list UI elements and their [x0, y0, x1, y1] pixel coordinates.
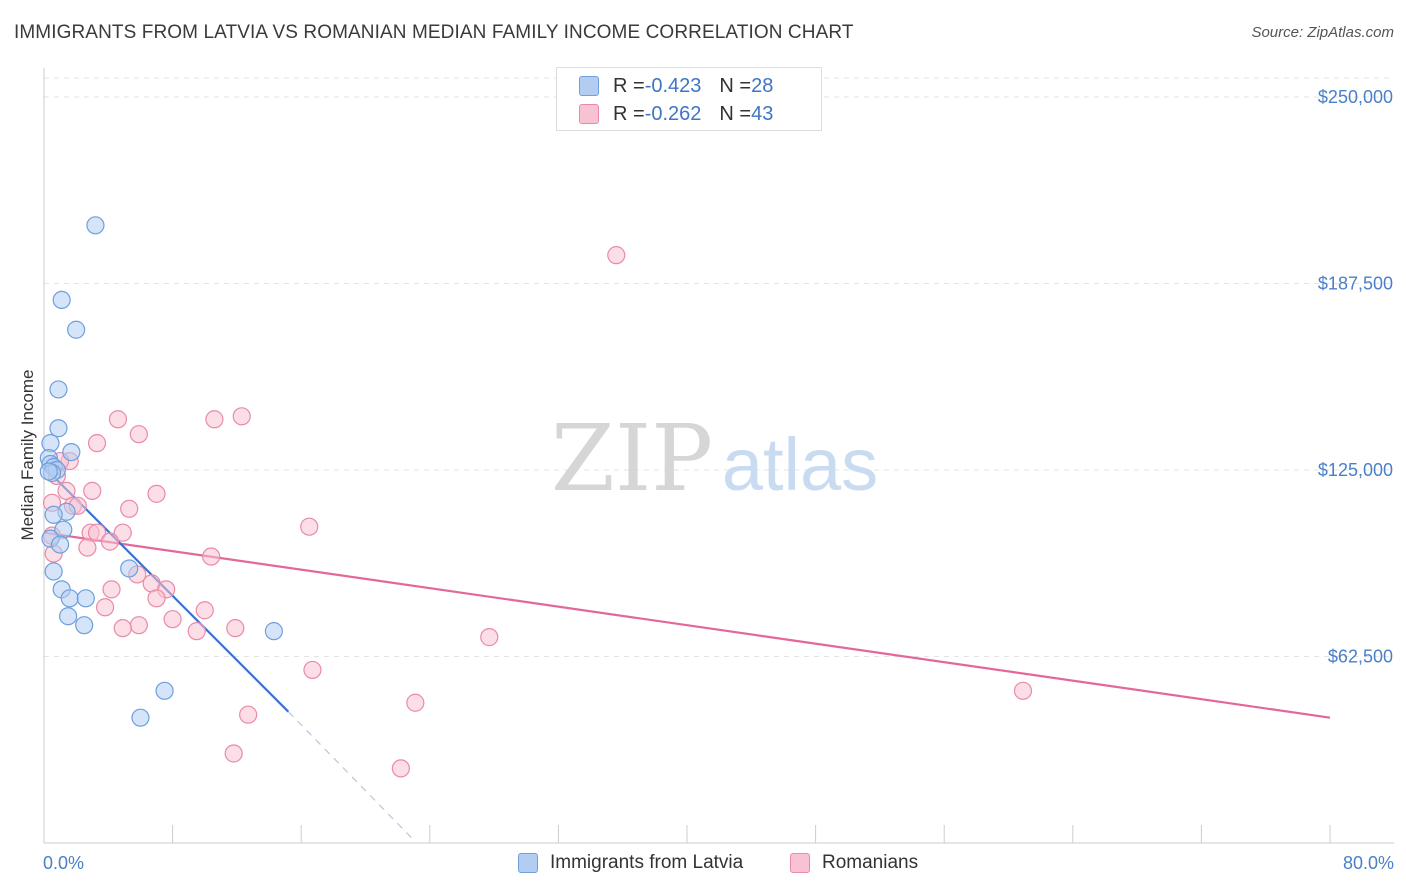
- data-point-romanians: [102, 580, 121, 599]
- series-swatch-latvia: [518, 853, 538, 873]
- data-point-romanians: [232, 407, 251, 426]
- data-point-romanians: [202, 547, 221, 566]
- data-point-latvia: [44, 505, 63, 524]
- trend-line-romanians: [43, 531, 1331, 719]
- data-point-romanians: [300, 517, 319, 536]
- data-point-romanians: [147, 589, 166, 608]
- data-point-latvia: [67, 320, 86, 339]
- data-point-romanians: [391, 759, 410, 778]
- data-point-romanians: [480, 628, 499, 647]
- series-label-latvia: Immigrants from Latvia: [550, 852, 744, 873]
- legend-n-label: N =: [719, 102, 752, 125]
- legend-n-label: N =: [719, 74, 752, 97]
- legend-r-value: -0.423: [644, 74, 702, 97]
- data-point-romanians: [1013, 681, 1033, 700]
- data-point-latvia: [75, 616, 94, 635]
- data-point-romanians: [187, 622, 206, 641]
- watermark-atlas: atlas: [722, 423, 878, 506]
- tick-labels: $62,500 $125,000 $187,500 $250,000 0.0% 80.0%: [43, 87, 1394, 873]
- series-legend: Immigrants from Latvia Romanians: [0, 852, 1406, 878]
- y-tick-label: $250,000: [1318, 87, 1393, 107]
- data-point-romanians: [239, 705, 258, 724]
- data-point-latvia: [86, 216, 105, 235]
- trend-lines: [43, 466, 1331, 841]
- data-point-latvia: [120, 559, 139, 578]
- data-point-latvia: [155, 681, 174, 700]
- data-point-latvia: [49, 419, 68, 438]
- data-point-latvia: [44, 562, 63, 581]
- legend-swatch-romanians: [579, 104, 599, 124]
- data-point-romanians: [87, 523, 107, 542]
- x-tick-label: 80.0%: [1343, 853, 1394, 873]
- y-tick-label: $62,500: [1328, 647, 1393, 667]
- legend-r-value: -0.262: [644, 102, 702, 125]
- series-legend-romanians[interactable]: Romanians: [790, 852, 918, 874]
- data-point-romanians: [163, 610, 182, 629]
- legend-r-label: R =: [613, 74, 645, 97]
- data-points: [39, 216, 1033, 778]
- legend-row-latvia: R = -0.423 N = 28: [579, 74, 773, 98]
- trend-line-latvia-extension: [287, 711, 415, 841]
- data-point-romanians: [113, 619, 132, 638]
- data-point-romanians: [147, 484, 166, 503]
- data-point-latvia: [62, 442, 81, 462]
- x-tick-label: 0.0%: [43, 853, 84, 873]
- correlation-legend: R = -0.423 N = 28 R = -0.262 N = 43: [556, 67, 822, 131]
- watermark-zip: ZIP: [551, 405, 713, 512]
- legend-n-value: 43: [751, 102, 774, 125]
- data-point-latvia: [76, 589, 95, 608]
- data-point-romanians: [113, 523, 132, 542]
- data-point-romanians: [607, 246, 626, 265]
- data-point-latvia: [39, 462, 58, 481]
- series-swatch-romanians: [790, 853, 810, 873]
- source-label: Source: ZipAtlas.com: [1251, 24, 1394, 41]
- data-point-romanians: [226, 619, 245, 638]
- data-point-romanians: [87, 434, 107, 453]
- data-point-romanians: [95, 598, 115, 617]
- data-point-romanians: [224, 744, 243, 763]
- legend-n-value: 28: [751, 74, 774, 97]
- data-point-romanians: [83, 481, 102, 500]
- data-point-latvia: [60, 589, 79, 608]
- data-point-romanians: [129, 425, 148, 444]
- data-point-latvia: [52, 290, 71, 310]
- y-tick-label: $125,000: [1318, 460, 1393, 480]
- grid-lines: [44, 77, 1394, 657]
- data-point-latvia: [41, 434, 60, 453]
- data-point-romanians: [205, 410, 224, 429]
- data-point-romanians: [108, 410, 128, 429]
- data-point-latvia: [49, 380, 68, 399]
- legend-swatch-latvia: [579, 76, 599, 96]
- data-point-romanians: [195, 601, 214, 620]
- data-point-romanians: [78, 538, 97, 557]
- data-point-latvia: [131, 708, 150, 727]
- legend-row-romanians: R = -0.262 N = 43: [579, 102, 773, 126]
- y-tick-label: $187,500: [1318, 274, 1393, 294]
- data-point-romanians: [129, 616, 148, 635]
- data-point-latvia: [264, 622, 283, 641]
- watermark: ZIP atlas: [551, 405, 878, 512]
- series-label-romanians: Romanians: [822, 852, 919, 873]
- chart-title: IMMIGRANTS FROM LATVIA VS ROMANIAN MEDIA…: [14, 22, 854, 43]
- data-point-romanians: [406, 693, 425, 712]
- data-point-romanians: [120, 499, 139, 518]
- legend-r-label: R =: [613, 102, 645, 125]
- data-point-latvia: [59, 607, 78, 626]
- axes: [43, 68, 1394, 844]
- data-point-latvia: [50, 535, 70, 554]
- series-legend-latvia[interactable]: Immigrants from Latvia: [518, 852, 743, 874]
- y-axis-title: Median Family Income: [18, 369, 37, 540]
- data-point-romanians: [303, 660, 322, 680]
- data-point-romanians: [100, 532, 120, 551]
